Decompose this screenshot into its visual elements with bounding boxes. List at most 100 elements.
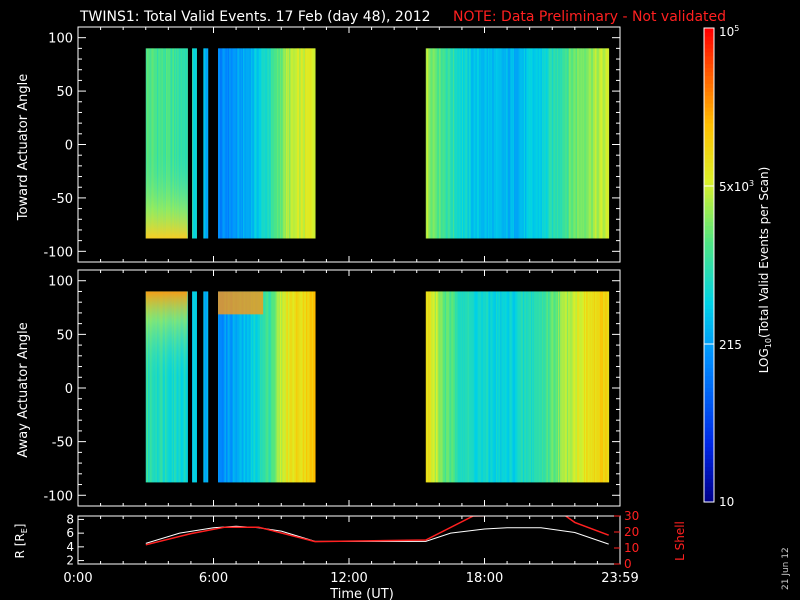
away-heat-column [271, 291, 273, 483]
away-heat-column [223, 291, 226, 483]
away-heat-column [517, 291, 519, 483]
away-heat-column [183, 291, 185, 483]
toward-heat-column [519, 48, 522, 239]
toward-heat-column [314, 48, 316, 239]
away-heat-column [485, 291, 488, 483]
away-heat-column [596, 291, 598, 483]
away-heat-column [518, 291, 520, 483]
away-heat-column [588, 291, 590, 483]
toward-heat-column [160, 48, 162, 239]
toward-heat-column [269, 48, 272, 239]
colorbar-swatch [704, 107, 714, 112]
toward-heat-column [560, 48, 562, 239]
toward-heat-column [146, 48, 149, 239]
toward-heat-column [578, 48, 580, 239]
toward-bright-edge [145, 152, 188, 239]
toward-heat-column [222, 48, 225, 239]
away-heat-column [240, 291, 243, 483]
away-heat-column [574, 291, 577, 483]
away-heat-column [490, 291, 492, 483]
toward-heat-column [498, 48, 500, 239]
toward-heat-column [157, 48, 159, 239]
away-heat-column [540, 291, 543, 483]
away-heat-column [603, 291, 605, 483]
away-heat-column [248, 291, 251, 483]
toward-heat-column [223, 48, 226, 239]
radius-ylabel-close: ] [13, 524, 27, 529]
away-heat-column [561, 291, 563, 483]
toward-heat-column [295, 48, 298, 239]
away-heat-column [475, 291, 477, 483]
away-heat-column [219, 291, 221, 483]
away-heat-column [543, 291, 545, 483]
toward-heat-column [493, 48, 496, 239]
toward-heat-column [184, 48, 186, 239]
colorbar-swatch [704, 351, 714, 357]
toward-heat-column [607, 48, 610, 239]
away-heat-column [516, 291, 518, 483]
away-heat-column [528, 291, 531, 483]
toward-heat-column [525, 48, 527, 239]
time-xtick-label: 12:00 [330, 571, 367, 586]
toward-heat-column [485, 48, 488, 239]
colorbar-swatch [704, 332, 714, 337]
toward-heat-column [285, 48, 288, 239]
toward-heat-column [591, 48, 594, 239]
toward-heat-column [284, 48, 287, 239]
toward-heat-column [511, 48, 514, 239]
toward-heat-column [501, 48, 503, 239]
toward-heat-column [294, 48, 297, 239]
toward-heat-column [233, 48, 236, 239]
away-heat-column [555, 291, 558, 483]
toward-heat-column [505, 48, 508, 239]
away-heat-column [440, 291, 442, 483]
colorbar-swatch [704, 288, 714, 294]
away-heat-column [465, 291, 467, 483]
away-heat-column [570, 291, 572, 483]
toward-heat-column [248, 48, 251, 239]
toward-heat-column [301, 48, 304, 239]
colorbar-swatch [704, 478, 714, 483]
toward-heat-column [482, 48, 484, 239]
colorbar-swatch [704, 130, 714, 136]
toward-heat-column [483, 48, 485, 239]
toward-heat-column [588, 48, 590, 239]
colorbar: 10 215 5x103 105 [703, 24, 754, 509]
toward-heat-column [527, 48, 529, 239]
toward-heat-column [571, 48, 573, 239]
colorbar-swatch [704, 233, 714, 238]
away-heat-column [170, 291, 173, 483]
toward-heat-column [534, 48, 536, 239]
away-heat-column [510, 291, 512, 483]
toward-heat-column [467, 48, 470, 239]
toward-heat-column [499, 48, 501, 239]
toward-heat-column [522, 48, 525, 239]
toward-heat-column [476, 48, 479, 239]
toward-heat-column [469, 48, 472, 239]
colorbar-swatch [704, 442, 714, 448]
away-heat-column [259, 291, 262, 483]
away-heat-column [537, 291, 540, 483]
toward-heat-column [540, 48, 543, 239]
toward-heat-column [590, 48, 593, 239]
toward-heat-column [455, 48, 457, 239]
colorbar-swatch [704, 99, 714, 104]
toward-heat-column [569, 48, 571, 239]
away-heat-column [585, 291, 587, 483]
plot-title: TWINS1: Total Valid Events. 17 Feb (day … [79, 9, 431, 25]
colorbar-swatch [704, 375, 714, 381]
away-heat-column [314, 291, 316, 483]
toward-heat-column [566, 48, 569, 239]
away-heat-column [260, 291, 263, 483]
away-heat-column [204, 291, 206, 483]
toward-heat-column [551, 48, 553, 239]
away-heat-column [536, 291, 538, 483]
colorbar-swatch [704, 344, 714, 349]
toward-heat-column [151, 48, 153, 239]
away-heat-column [531, 291, 534, 483]
toward-heat-column [514, 48, 517, 239]
toward-heat-column [599, 48, 602, 239]
away-heat-column [587, 291, 589, 483]
colorbar-swatch [704, 320, 714, 325]
toward-heat-column [574, 48, 577, 239]
